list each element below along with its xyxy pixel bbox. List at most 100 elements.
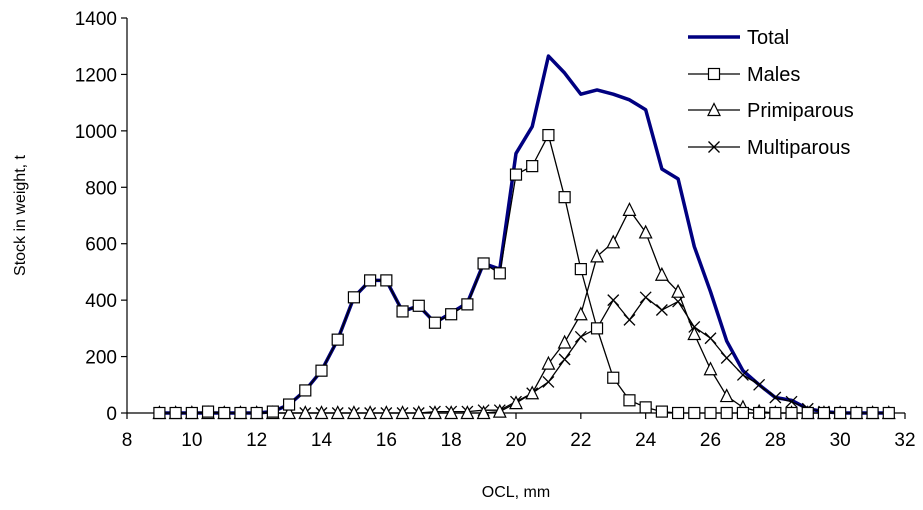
data-point-males <box>461 298 474 311</box>
legend-label-primiparous: Primiparous <box>747 100 854 122</box>
x-marker-stroke <box>753 378 766 391</box>
data-point-males <box>704 406 717 420</box>
legend: Total Males Primiparous Multiparous <box>688 27 854 159</box>
x-tick-label: 32 <box>894 430 915 451</box>
data-point-males <box>655 405 668 418</box>
data-point-males <box>266 405 279 418</box>
x-marker-stroke <box>558 353 571 366</box>
x-tick-label: 14 <box>311 430 333 451</box>
legend-marker-primiparous <box>707 102 721 117</box>
data-point-males <box>445 308 458 321</box>
data-point-males <box>639 401 652 414</box>
data-point-primiparous <box>606 234 621 249</box>
x-tick-label: 16 <box>376 430 397 451</box>
x-tick-label: 28 <box>765 430 786 451</box>
data-point-males <box>574 263 587 276</box>
data-point-multiparous <box>639 291 652 304</box>
data-point-males <box>396 305 409 318</box>
series-line-multiparous <box>159 296 889 414</box>
legend-item-males: Males <box>688 64 800 86</box>
data-point-males <box>299 384 312 397</box>
data-point-males <box>477 257 490 270</box>
x-marker-stroke <box>574 330 587 343</box>
data-point-males <box>623 394 636 407</box>
data-point-primiparous <box>346 405 361 420</box>
data-point-males <box>250 406 263 420</box>
legend-item-primiparous: Primiparous <box>688 100 854 122</box>
x-marker-stroke <box>708 141 720 153</box>
data-point-males <box>201 405 215 418</box>
data-point-multiparous <box>785 395 798 408</box>
data-point-males <box>364 274 377 287</box>
data-point-males <box>769 406 782 420</box>
data-point-males <box>428 316 442 329</box>
x-tick-label: 26 <box>700 430 721 451</box>
data-point-primiparous <box>573 306 588 321</box>
data-point-primiparous <box>460 405 475 420</box>
data-point-primiparous <box>395 405 410 420</box>
data-point-primiparous <box>314 405 329 420</box>
data-point-males <box>688 406 701 420</box>
data-point-primiparous <box>363 405 378 420</box>
data-point-primiparous <box>379 405 394 420</box>
data-point-multiparous <box>672 295 685 308</box>
data-point-multiparous <box>769 391 782 404</box>
data-point-males <box>607 371 620 384</box>
data-point-males <box>558 191 571 204</box>
data-point-multiparous <box>753 378 766 391</box>
data-point-primiparous <box>703 361 718 376</box>
data-point-primiparous <box>687 326 702 341</box>
y-tick-label: 1000 <box>75 122 117 143</box>
y-tick-label: 600 <box>85 235 117 256</box>
x-tick-label: 22 <box>570 430 591 451</box>
x-marker-stroke <box>736 368 749 381</box>
x-marker-stroke <box>672 295 685 308</box>
data-point-primiparous <box>719 388 734 403</box>
data-point-primiparous <box>411 405 426 420</box>
data-point-males <box>331 333 344 346</box>
data-point-primiparous <box>282 405 297 420</box>
x-tick-label: 8 <box>122 430 133 451</box>
data-point-males <box>169 406 182 420</box>
x-marker-stroke <box>720 352 733 364</box>
x-marker-stroke <box>607 294 620 307</box>
y-tick-label: 800 <box>85 178 117 199</box>
y-tick-label: 0 <box>106 404 117 425</box>
data-point-males <box>282 398 296 411</box>
data-point-multiparous <box>704 332 717 345</box>
x-axis-title: OCL, mm <box>482 484 550 501</box>
x-marker-stroke <box>769 391 782 404</box>
data-point-primiparous <box>427 405 442 420</box>
x-tick-label: 12 <box>246 430 267 451</box>
data-point-primiparous <box>492 403 507 418</box>
data-point-males <box>526 160 539 173</box>
data-point-males <box>817 406 831 420</box>
data-point-multiparous <box>574 330 587 343</box>
x-tick-label: 18 <box>441 430 462 451</box>
series-line-males <box>159 134 889 414</box>
x-tick-label: 24 <box>635 430 657 451</box>
data-point-males <box>315 364 328 377</box>
data-point-males <box>590 322 604 335</box>
data-point-males <box>412 299 425 312</box>
data-point-primiparous <box>476 405 491 420</box>
data-point-multiparous <box>720 352 733 364</box>
data-point-males <box>671 406 685 420</box>
data-point-males <box>785 406 798 420</box>
y-tick-label: 1400 <box>75 9 117 30</box>
x-marker-stroke <box>542 376 555 388</box>
axes: 0 200 400 600 800 1000 1200 1400 8 10 12 14 16 18 20 22… <box>75 9 916 451</box>
legend-label-total: Total <box>747 27 789 49</box>
data-point-primiparous <box>671 283 686 298</box>
data-point-males <box>834 406 847 420</box>
data-point-primiparous <box>654 266 669 281</box>
data-point-males <box>720 406 733 420</box>
x-marker-stroke <box>704 332 717 345</box>
legend-marker-males <box>707 67 721 81</box>
data-point-multiparous <box>655 304 668 316</box>
y-tick-label: 400 <box>85 291 117 312</box>
data-point-primiparous <box>509 395 523 410</box>
y-axis-title: Stock in weight, t <box>12 154 29 276</box>
y-tick-label: 1200 <box>75 65 117 86</box>
